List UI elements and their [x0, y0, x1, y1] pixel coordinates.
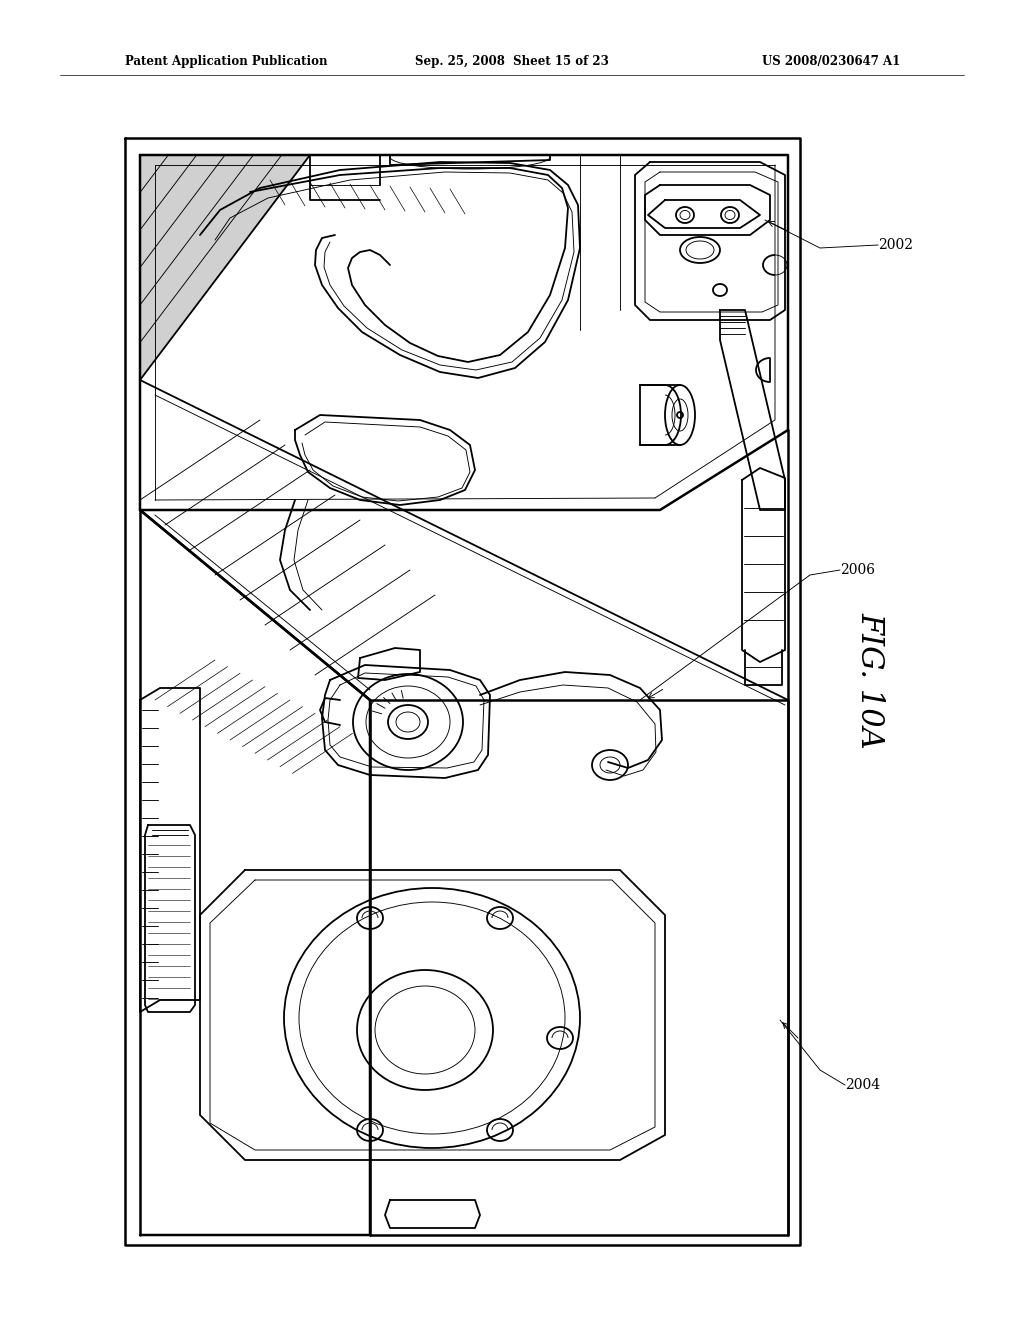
- Text: US 2008/0230647 A1: US 2008/0230647 A1: [762, 55, 900, 69]
- Text: 2006: 2006: [840, 564, 874, 577]
- Text: Sep. 25, 2008  Sheet 15 of 23: Sep. 25, 2008 Sheet 15 of 23: [415, 55, 609, 69]
- Text: 2004: 2004: [845, 1078, 880, 1092]
- Polygon shape: [140, 154, 310, 380]
- Text: 2002: 2002: [878, 238, 913, 252]
- Text: FIG. 10A: FIG. 10A: [854, 611, 886, 748]
- Text: Patent Application Publication: Patent Application Publication: [125, 55, 328, 69]
